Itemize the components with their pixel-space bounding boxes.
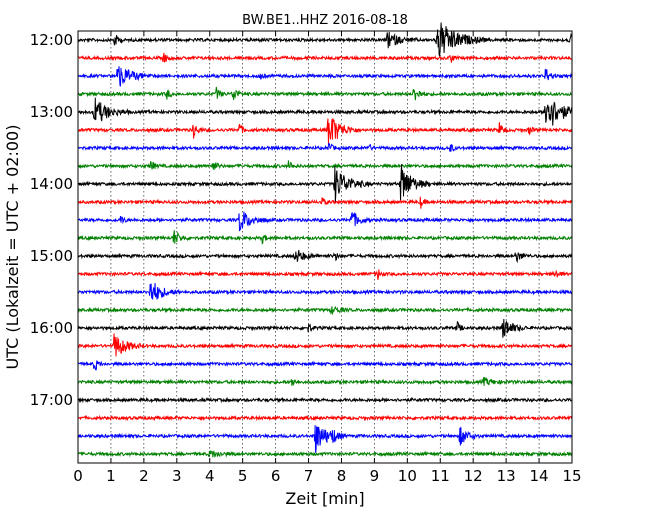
x-tick-label: 10 [398,467,417,485]
plot-frame [77,30,573,464]
x-tick-label: 9 [370,467,380,485]
x-tick-label: 1 [106,467,116,485]
y-tick-label: 13:00 [30,103,73,121]
x-tick-label: 14 [530,467,549,485]
x-tick-label: 8 [337,467,347,485]
x-tick-label: 3 [172,467,182,485]
y-tick-label: 15:00 [30,247,73,265]
x-tick-label: 13 [497,467,516,485]
y-tick-label: 12:00 [30,31,73,49]
x-tick-label: 11 [431,467,450,485]
trace-line-1315 [77,118,573,145]
trace-line-1430 [77,211,573,232]
trace-line-1330 [77,142,573,152]
trace-line-1245 [77,86,573,101]
trace-line-1530 [77,282,573,300]
trace-line-1630 [77,360,573,371]
x-axis-label: Zeit [min] [285,489,364,508]
y-axis-label: UTC (Lokalzeit = UTC + 02:00) [3,125,22,370]
trace-lines [77,22,573,458]
trace-line-1745 [77,450,573,458]
y-axis-ticks: 12:00 13:00 14:00 15:00 16:00 17:00 [30,31,83,409]
trace-line-1615 [77,333,573,357]
trace-line-1415 [77,196,573,209]
y-tick-label: 14:00 [30,175,73,193]
y-tick-label: 17:00 [30,391,73,409]
x-axis-ticks: 0 1 2 3 4 5 6 7 8 9 10 11 12 13 14 15 [73,31,582,485]
x-tick-label: 2 [139,467,149,485]
x-tick-label: 0 [73,467,83,485]
trace-line-1600 [78,319,573,338]
x-tick-label: 6 [271,467,281,485]
x-tick-label: 12 [464,467,483,485]
x-tick-label: 15 [562,467,581,485]
trace-line-1230 [77,66,573,87]
trace-line-1300 [77,97,573,126]
trace-line-1500 [77,250,573,264]
trace-line-1345 [77,160,573,171]
grid-lines [110,31,540,463]
trace-line-1730 [77,425,573,453]
y-tick-label: 16:00 [30,319,73,337]
trace-line-1400 [77,164,573,203]
trace-line-1515 [77,269,573,280]
x-tick-label: 7 [304,467,314,485]
x-tick-label: 4 [205,467,215,485]
trace-line-1700 [77,396,573,404]
x-tick-label: 5 [238,467,248,485]
trace-line-1545 [77,305,573,315]
chart-title: BW.BE1..HHZ 2016-08-18 [242,13,408,28]
trace-line-1200 [77,22,573,58]
trace-line-1215 [77,52,573,63]
trace-line-1645 [77,376,573,387]
trace-line-1715 [77,414,573,422]
trace-line-1445 [77,230,573,245]
